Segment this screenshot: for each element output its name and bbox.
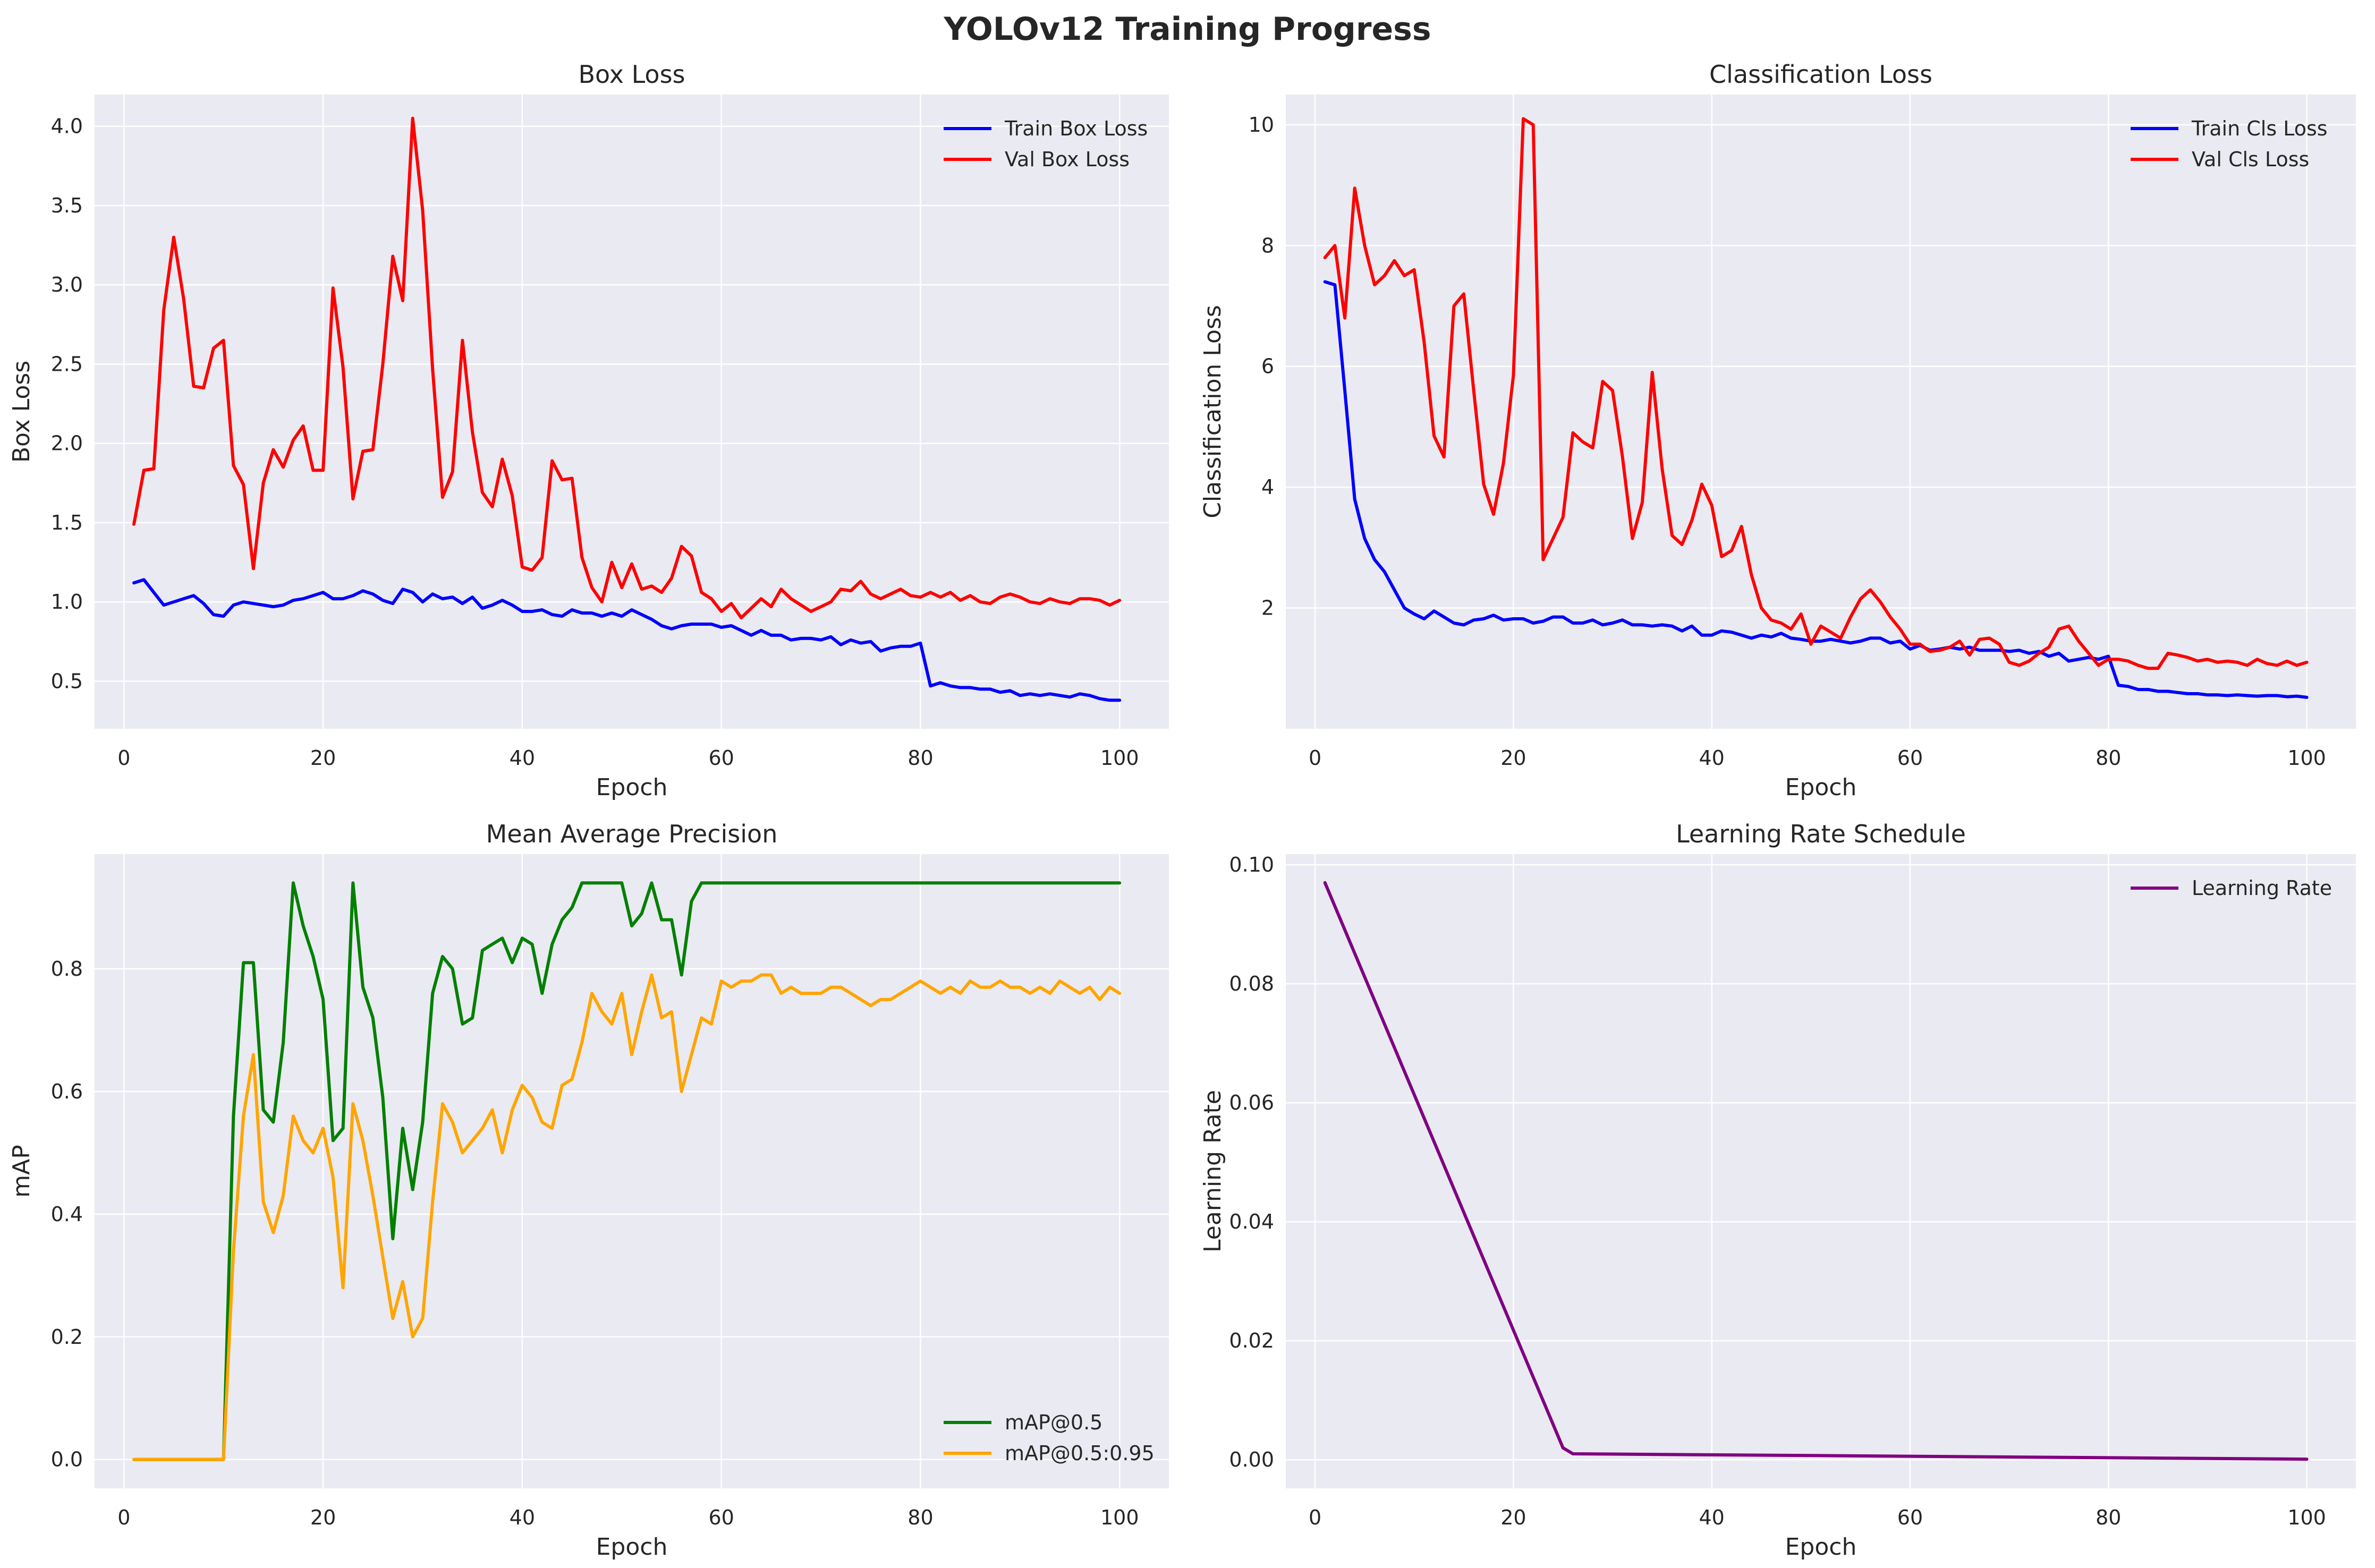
learning-rate-ticks: 0 20 40 60 80 100 0.00 0.02 0.04 0.06 0.08 0.10 xyxy=(1229,853,2326,1529)
learning-rate-y-tick-label: 0.06 xyxy=(1229,1091,1274,1114)
box-loss-grid xyxy=(95,95,1169,729)
map-grid xyxy=(95,854,1169,1488)
box-loss-y-tick-label: 0.5 xyxy=(51,669,83,693)
map-x-tick-label: 60 xyxy=(708,1506,734,1529)
box-loss-y-tick-label: 2.5 xyxy=(51,352,83,376)
map-series-line-2 xyxy=(132,973,1122,1461)
map-x-tick-label: 80 xyxy=(907,1506,933,1529)
box-loss-plot-area xyxy=(95,95,1169,729)
map-legend: mAP@0.5 mAP@0.5:0.95 xyxy=(944,1411,1155,1465)
map-x-axis-label: Epoch xyxy=(596,1533,668,1561)
box-loss-legend: Train Box Loss Val Box Loss xyxy=(944,117,1148,171)
learning-rate-x-tick-label: 40 xyxy=(1699,1506,1725,1529)
box-loss-x-tick-label: 20 xyxy=(310,746,336,770)
map-y-axis-label: mAP xyxy=(8,1145,35,1198)
learning-rate-x-tick-label: 0 xyxy=(1309,1506,1321,1529)
box-loss-y-tick-label: 4.0 xyxy=(51,115,83,138)
box-loss-x-tick-label: 100 xyxy=(1100,746,1139,770)
map-legend-label: mAP@0.5 xyxy=(1005,1411,1102,1434)
map-legend-label: mAP@0.5:0.95 xyxy=(1005,1442,1155,1465)
box-loss-series-line-2 xyxy=(132,116,1122,619)
classification-loss-series xyxy=(1323,117,2309,699)
classification-loss-x-tick-label: 40 xyxy=(1699,746,1725,770)
box-loss-chart: 0 20 40 60 80 100 0.5 1.0 1.5 2.0 2.5 3.0 3.5 4.0 Box… xyxy=(8,60,1169,801)
box-loss-series-line-1 xyxy=(132,578,1122,702)
learning-rate-y-tick-label: 0.02 xyxy=(1229,1329,1274,1352)
learning-rate-x-tick-label: 60 xyxy=(1897,1506,1923,1529)
classification-loss-grid xyxy=(1286,95,2356,729)
classification-loss-x-tick-label: 80 xyxy=(2096,746,2121,770)
map-y-tick-label: 0.4 xyxy=(51,1203,83,1226)
map-x-tick-label: 100 xyxy=(1100,1506,1139,1529)
classification-loss-legend: Train Cls Loss Val Cls Loss xyxy=(2131,117,2328,171)
map-plot-area xyxy=(95,854,1169,1488)
classification-loss-series-line-2 xyxy=(1323,117,2309,670)
box-loss-ticks: 0 20 40 60 80 100 0.5 1.0 1.5 2.0 2.5 3.0 3.5 4.0 xyxy=(51,115,1139,770)
learning-rate-series-line-1 xyxy=(1323,881,2309,1461)
learning-rate-x-tick-label: 100 xyxy=(2287,1506,2326,1529)
learning-rate-legend-label: Learning Rate xyxy=(2192,876,2332,900)
classification-loss-y-tick-label: 6 xyxy=(1261,355,1274,378)
learning-rate-legend: Learning Rate xyxy=(2131,876,2332,900)
map-title: Mean Average Precision xyxy=(486,820,778,848)
box-loss-y-tick-label: 3.0 xyxy=(51,273,83,296)
classification-loss-legend-label: Train Cls Loss xyxy=(2191,117,2328,140)
classification-loss-y-tick-label: 8 xyxy=(1261,234,1274,257)
classification-loss-y-tick-label: 2 xyxy=(1261,596,1274,620)
classification-loss-x-tick-label: 60 xyxy=(1897,746,1923,770)
box-loss-title: Box Loss xyxy=(578,60,685,89)
learning-rate-y-tick-label: 0.00 xyxy=(1229,1448,1274,1471)
learning-rate-chart: 0 20 40 60 80 100 0.00 0.02 0.04 0.06 0.08 0.10 Lea… xyxy=(1199,820,2356,1561)
classification-loss-legend-label: Val Cls Loss xyxy=(2192,148,2309,171)
map-y-tick-label: 0.2 xyxy=(51,1325,83,1349)
classification-loss-x-tick-label: 20 xyxy=(1500,746,1526,770)
classification-loss-x-axis-label: Epoch xyxy=(1785,774,1857,801)
classification-loss-x-tick-label: 0 xyxy=(1309,746,1321,770)
map-y-tick-label: 0.6 xyxy=(51,1080,83,1103)
classification-loss-y-axis-label: Classification Loss xyxy=(1199,305,1226,518)
box-loss-y-tick-label: 1.5 xyxy=(51,511,83,534)
map-x-tick-label: 0 xyxy=(117,1506,130,1529)
learning-rate-series xyxy=(1323,881,2309,1461)
map-x-tick-label: 20 xyxy=(310,1506,336,1529)
map-y-tick-label: 0.0 xyxy=(51,1448,83,1471)
box-loss-legend-label: Val Box Loss xyxy=(1005,148,1130,171)
learning-rate-x-tick-label: 20 xyxy=(1500,1506,1526,1529)
box-loss-y-tick-label: 3.5 xyxy=(51,194,83,217)
classification-loss-y-tick-label: 4 xyxy=(1261,475,1274,499)
map-series xyxy=(132,881,1122,1461)
learning-rate-y-tick-label: 0.08 xyxy=(1229,972,1274,995)
box-loss-legend-label: Train Box Loss xyxy=(1004,117,1148,140)
map-x-tick-label: 40 xyxy=(510,1506,535,1529)
map-y-tick-label: 0.8 xyxy=(51,957,83,981)
box-loss-x-tick-label: 80 xyxy=(907,746,933,770)
map-chart: 0 20 40 60 80 100 0.0 0.2 0.4 0.6 0.8 Mean Average… xyxy=(8,820,1169,1561)
figure-title: YOLOv12 Training Progress xyxy=(943,11,1431,48)
map-ticks: 0 20 40 60 80 100 0.0 0.2 0.4 0.6 0.8 xyxy=(51,957,1139,1529)
learning-rate-title: Learning Rate Schedule xyxy=(1676,820,1966,848)
box-loss-x-tick-label: 0 xyxy=(117,746,130,770)
learning-rate-x-tick-label: 80 xyxy=(2096,1506,2121,1529)
box-loss-y-axis-label: Box Loss xyxy=(8,361,35,463)
box-loss-y-tick-label: 2.0 xyxy=(51,432,83,455)
classification-loss-y-tick-label: 10 xyxy=(1249,113,1274,137)
box-loss-series xyxy=(132,116,1122,702)
box-loss-y-tick-label: 1.0 xyxy=(51,590,83,613)
learning-rate-y-tick-label: 0.04 xyxy=(1229,1210,1274,1233)
classification-loss-title: Classification Loss xyxy=(1709,60,1932,89)
learning-rate-x-axis-label: Epoch xyxy=(1785,1533,1857,1561)
learning-rate-y-tick-label: 0.10 xyxy=(1229,853,1274,876)
classification-loss-x-tick-label: 100 xyxy=(2287,746,2326,770)
learning-rate-plot-area xyxy=(1286,854,2356,1488)
learning-rate-y-axis-label: Learning Rate xyxy=(1199,1090,1226,1252)
box-loss-x-tick-label: 40 xyxy=(510,746,535,770)
classification-loss-ticks: 0 20 40 60 80 100 2 4 6 8 10 xyxy=(1249,113,2326,770)
box-loss-x-axis-label: Epoch xyxy=(596,774,668,801)
map-series-line-1 xyxy=(132,881,1122,1461)
box-loss-x-tick-label: 60 xyxy=(708,746,734,770)
classification-loss-series-line-1 xyxy=(1323,280,2309,699)
classification-loss-chart: 0 20 40 60 80 100 2 4 6 8 10 Classification Loss E… xyxy=(1199,60,2356,801)
